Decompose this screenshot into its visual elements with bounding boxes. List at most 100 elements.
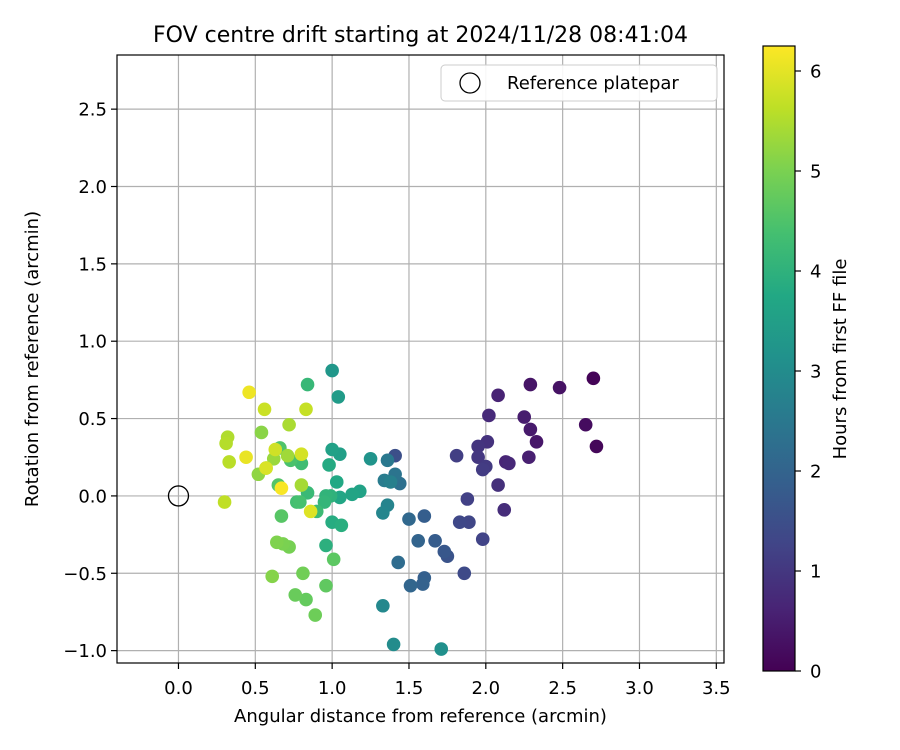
data-point: [522, 450, 536, 465]
data-point: [416, 577, 430, 591]
data-point: [325, 442, 339, 457]
data-point: [523, 422, 538, 437]
y-axis-label: Rotation from reference (arcmin): [22, 211, 43, 507]
reference-platepar-marker: [167, 485, 190, 507]
data-point: [589, 439, 604, 454]
data-point: [471, 450, 485, 465]
data-point: [460, 492, 475, 506]
data-point: [428, 533, 442, 548]
y-tick-label: −1.0: [63, 641, 107, 662]
data-point: [303, 504, 318, 519]
y-tick-label: 2.5: [78, 100, 107, 121]
y-tick-label: 2.0: [78, 177, 107, 198]
chart-title: FOV centre drift starting at 2024/11/28 …: [153, 23, 688, 48]
data-point: [376, 506, 390, 520]
x-tick-label: 2.5: [548, 678, 577, 699]
data-point: [217, 495, 232, 509]
y-tick-label: 1.5: [78, 254, 107, 275]
data-point: [403, 578, 418, 593]
data-point: [322, 458, 336, 472]
data-points: [167, 363, 604, 656]
data-point: [329, 475, 344, 489]
legend-entry-label: Reference platepar: [507, 73, 679, 94]
plot-frame: [116, 54, 725, 664]
data-point: [578, 417, 593, 432]
data-point: [317, 495, 332, 509]
data-point: [437, 544, 452, 559]
data-point: [254, 425, 269, 440]
data-point: [475, 462, 490, 477]
data-point: [552, 380, 567, 395]
x-tick-label: 1.5: [395, 678, 424, 699]
data-point: [326, 552, 341, 567]
data-point: [242, 385, 256, 400]
x-axis-ticks: 0.0 0.5 1.0 1.5 2.0 2.5 3.0 3.5: [164, 663, 731, 699]
colorbar-tick-label: 4: [810, 262, 821, 283]
data-point: [376, 598, 390, 613]
data-point: [491, 478, 505, 492]
data-point: [288, 588, 303, 602]
data-point: [239, 450, 253, 465]
data-point: [325, 363, 339, 378]
x-tick-label: 2.0: [471, 678, 500, 699]
grid-lines: [117, 55, 724, 663]
colorbar-ticks: 0 1 2 3 4 5 6: [795, 62, 821, 683]
data-point: [457, 566, 472, 581]
data-point: [449, 448, 464, 463]
x-tick-label: 3.0: [625, 678, 654, 699]
data-point: [482, 408, 496, 423]
data-point: [452, 515, 467, 530]
y-tick-label: 0.0: [78, 486, 107, 507]
y-tick-label: −0.5: [63, 564, 107, 585]
data-point: [475, 532, 490, 547]
legend-reference-marker: [459, 72, 481, 94]
colorbar-tick-label: 0: [810, 662, 821, 683]
data-point: [386, 637, 401, 652]
x-axis-label: Angular distance from reference (arcmin): [234, 706, 607, 727]
x-tick-label: 0.0: [164, 678, 193, 699]
data-point: [383, 475, 398, 489]
data-point: [274, 481, 289, 495]
colorbar-gradient: [762, 45, 796, 672]
data-point: [391, 555, 406, 570]
colorbar-tick-label: 5: [810, 162, 821, 183]
data-point: [293, 495, 307, 509]
data-point: [334, 518, 349, 533]
data-point: [529, 434, 544, 449]
data-point: [299, 592, 313, 607]
data-point: [280, 448, 295, 463]
data-point: [265, 569, 280, 584]
colorbar-tick-label: 1: [810, 562, 821, 583]
data-point: [471, 439, 485, 454]
data-point: [219, 436, 233, 451]
data-point: [319, 578, 333, 593]
data-point: [517, 410, 532, 424]
data-point: [274, 509, 289, 523]
data-point: [586, 371, 601, 386]
data-point: [294, 447, 309, 461]
data-point: [402, 512, 416, 526]
data-point: [417, 509, 432, 523]
data-point: [380, 453, 395, 468]
y-tick-label: 1.0: [78, 332, 107, 353]
colorbar-tick-label: 6: [810, 62, 821, 83]
data-point: [296, 566, 310, 581]
colorbar-tick-label: 2: [810, 462, 821, 483]
y-axis-ticks: −1.0 −0.5 0.0 0.5 1.0 1.5 2.0 2.5: [63, 100, 117, 662]
data-point: [363, 451, 378, 466]
data-point: [282, 417, 296, 432]
y-tick-label: 0.5: [78, 409, 107, 430]
data-point: [300, 377, 315, 392]
data-point: [523, 377, 538, 392]
data-point: [491, 388, 505, 403]
legend: Reference platepar: [440, 64, 718, 102]
data-point: [270, 535, 284, 550]
colorbar-label: Hours from first FF file: [830, 259, 851, 460]
colorbar-tick-label: 3: [810, 362, 821, 383]
data-point: [345, 487, 359, 502]
x-tick-label: 0.5: [241, 678, 270, 699]
data-point: [411, 533, 425, 548]
data-point: [308, 608, 323, 622]
x-tick-label: 1.0: [318, 678, 347, 699]
